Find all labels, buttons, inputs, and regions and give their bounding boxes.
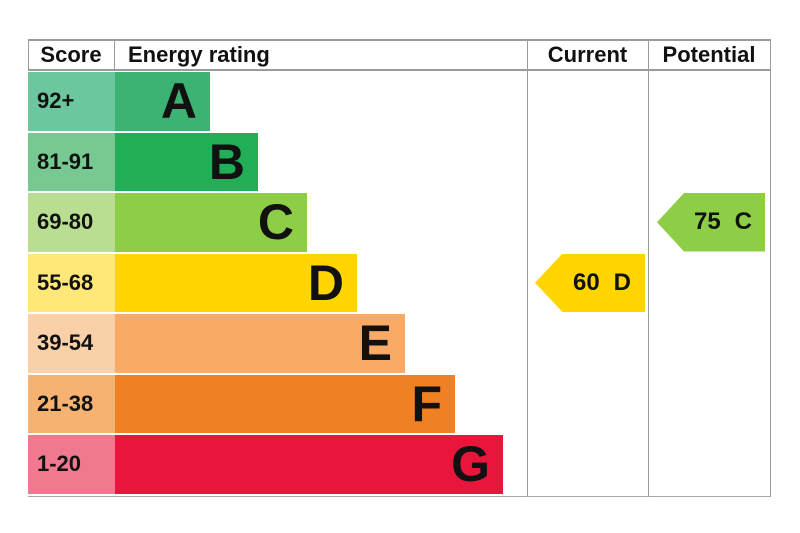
band-row: 92+ A xyxy=(28,72,528,131)
band-row: 81-91 B xyxy=(28,132,528,191)
band-letter: A xyxy=(160,73,197,130)
band-bar: F xyxy=(115,374,455,433)
current-rating-arrow: 60 D xyxy=(535,253,645,312)
band-letter: D xyxy=(307,254,344,311)
band-score-range: 39-54 xyxy=(37,330,94,356)
current-rating-band: D xyxy=(613,268,632,296)
band-letter: C xyxy=(257,194,294,251)
band-score-range-cell: 21-38 xyxy=(28,374,115,433)
band-bar: G xyxy=(115,435,503,494)
potential-column-header: Potential xyxy=(662,41,756,67)
band-letter: B xyxy=(208,133,245,190)
band-bar: E xyxy=(115,314,405,373)
band-bar: D xyxy=(115,253,357,312)
potential-rating-value: 75 xyxy=(693,208,721,236)
band-row: 21-38 F xyxy=(28,374,528,433)
potential-column-divider xyxy=(648,39,649,497)
band-letter: G xyxy=(451,436,490,493)
potential-rating-arrow: 75 C xyxy=(657,193,765,252)
score-column-header: Score xyxy=(40,41,102,67)
band-row: 55-68 D xyxy=(28,253,528,312)
band-score-range-cell: 55-68 xyxy=(28,253,115,312)
potential-rating-band: C xyxy=(734,208,753,236)
band-bar: A xyxy=(115,72,210,131)
header-left-border xyxy=(28,39,29,71)
band-letter: F xyxy=(411,375,442,432)
score-column-divider xyxy=(114,39,115,71)
band-score-range-cell: 1-20 xyxy=(28,435,115,494)
band-letter: E xyxy=(358,315,392,372)
band-score-range-cell: 92+ xyxy=(28,72,115,131)
band-bar: C xyxy=(115,193,307,252)
band-score-range: 1-20 xyxy=(37,451,82,477)
band-row: 39-54 E xyxy=(28,314,528,373)
band-score-range: 81-91 xyxy=(37,148,94,174)
band-score-range-cell: 69-80 xyxy=(28,193,115,252)
chart-bottom-border xyxy=(28,496,771,497)
band-row: 1-20 G xyxy=(28,435,528,494)
current-rating-value: 60 xyxy=(572,268,600,296)
current-column-divider xyxy=(527,39,528,497)
header-bottom-border xyxy=(28,69,771,71)
header-top-border xyxy=(28,39,771,41)
band-row: 69-80 C xyxy=(28,193,528,252)
band-score-range: 55-68 xyxy=(37,269,94,295)
band-score-range-cell: 39-54 xyxy=(28,314,115,373)
right-border xyxy=(770,39,771,497)
energy-rating-column-header: Energy rating xyxy=(128,41,270,67)
current-column-header: Current xyxy=(547,41,628,67)
band-score-range: 21-38 xyxy=(37,390,94,416)
band-bar: B xyxy=(115,132,258,191)
band-score-range: 92+ xyxy=(37,88,75,114)
band-score-range: 69-80 xyxy=(37,209,94,235)
band-score-range-cell: 81-91 xyxy=(28,132,115,191)
